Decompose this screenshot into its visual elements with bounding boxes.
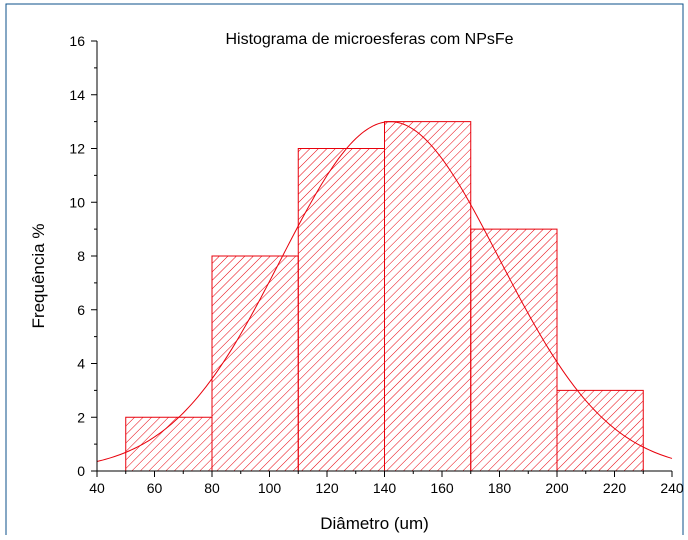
x-tick-label: 160 [430,480,454,496]
chart-title: Histograma de microesferas com NPsFe [225,31,513,48]
x-tick-label: 180 [488,480,512,496]
histogram-bar [297,148,385,472]
y-tick-label: 6 [77,302,85,318]
y-axis-title: Frequência % [29,224,48,329]
histogram-bar [556,389,644,472]
y-tick-label: 16 [69,33,85,49]
y-tick-label: 4 [77,356,85,372]
x-tick-label: 80 [204,480,220,496]
x-tick-label: 40 [89,480,105,496]
y-tick-label: 0 [77,463,85,479]
histogram-bar [125,416,213,472]
axes-group: 40 60 80 100 120 140 160 180 200 220 240 0 2 4 6 8 10 12 1… [69,33,683,496]
histogram-bar [470,228,558,472]
fit-curve [96,121,673,462]
x-axis-title: Diâmetro (um) [320,514,429,533]
outer-frame [5,3,684,540]
y-tick-label: 12 [69,141,85,157]
bars-group [125,121,644,472]
histogram-bar [384,121,472,472]
histogram-bar [211,255,299,472]
y-tick-label: 14 [69,87,85,103]
y-tick-label: 2 [77,409,85,425]
y-tick-label: 10 [69,194,85,210]
y-tick-label: 8 [77,248,85,264]
x-tick-label: 220 [603,480,627,496]
x-tick-label: 100 [258,480,282,496]
x-tick-label: 120 [315,480,339,496]
x-tick-label: 200 [545,480,569,496]
x-tick-label: 240 [660,480,684,496]
x-tick-label: 60 [147,480,163,496]
x-tick-label: 140 [373,480,397,496]
